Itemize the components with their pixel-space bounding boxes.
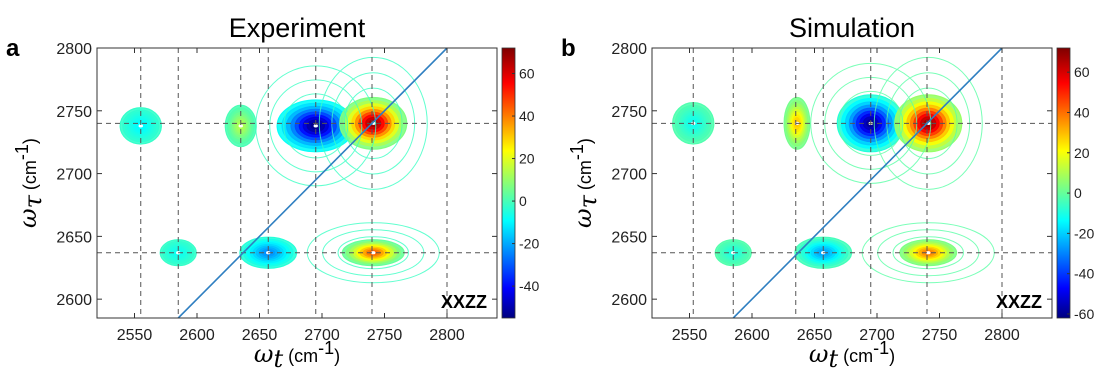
contour-line xyxy=(337,236,409,270)
colorbar-tick-label: -40 xyxy=(519,278,539,294)
polarization-tag: XXZZ xyxy=(996,292,1042,312)
x-axis-unit-close: ) xyxy=(889,346,895,366)
y-tick-label: 2700 xyxy=(56,167,92,184)
x-axis-unit-close: ) xyxy=(334,346,340,366)
peak-center xyxy=(313,124,318,128)
colorbar xyxy=(501,47,516,319)
contour-field xyxy=(97,48,497,318)
x-tick-label: 2800 xyxy=(429,327,465,344)
x-tick-label: 2750 xyxy=(922,327,958,344)
y-axis-unit-close: ) xyxy=(20,138,40,144)
x-axis-symbol: ω xyxy=(809,340,829,368)
x-axis-label: ωt (cm-1) xyxy=(809,338,895,371)
x-tick-label: 2550 xyxy=(672,327,708,344)
x-tick-label: 2550 xyxy=(117,327,153,344)
colorbar-tick-label: 20 xyxy=(1074,145,1090,161)
peak-center xyxy=(371,251,376,255)
y-axis-subscript: τ xyxy=(574,194,602,208)
y-axis-label: ωτ (cm-1) xyxy=(567,138,602,228)
x-axis-unit: (cm xyxy=(288,346,318,366)
diagonal-line xyxy=(732,48,1003,318)
colorbar-tick-label: 40 xyxy=(519,108,535,124)
colorbar xyxy=(1056,47,1071,319)
peak-center xyxy=(238,124,243,128)
y-axis-subscript: τ xyxy=(19,194,47,208)
contour-line xyxy=(318,56,428,190)
colorbar-tick-label: -60 xyxy=(1074,306,1094,322)
x-axis-label: ωt (cm-1) xyxy=(254,338,340,371)
y-axis-unit-exponent: -1 xyxy=(567,144,587,160)
colorbar-tick-label: 0 xyxy=(519,193,527,209)
x-axis-unit-exponent: -1 xyxy=(318,338,334,358)
y-tick-label: 2700 xyxy=(611,167,647,184)
y-axis-unit: (cm xyxy=(20,160,40,190)
x-tick-label: 2700 xyxy=(304,327,340,344)
dashed-guides xyxy=(97,48,497,318)
contour-line xyxy=(838,90,904,156)
panel-label: a xyxy=(6,35,20,62)
x-axis-unit: (cm xyxy=(843,346,873,366)
colorbar-tick-label: -40 xyxy=(1074,266,1094,282)
contour-line xyxy=(892,236,964,270)
y-axis-unit: (cm xyxy=(575,160,595,190)
y-tick-label: 2600 xyxy=(56,292,92,309)
contour-line xyxy=(873,56,983,190)
colorbar-tick-label: 20 xyxy=(519,151,535,167)
peak-center xyxy=(138,124,143,128)
dashed-guides xyxy=(652,48,1052,318)
y-axis-unit-exponent: -1 xyxy=(12,144,32,160)
y-tick-label: 2650 xyxy=(56,229,92,246)
x-tick-label: 2650 xyxy=(797,327,833,344)
y-axis-label: ωτ (cm-1) xyxy=(12,138,47,228)
colorbar-tick-label: 40 xyxy=(1074,104,1090,120)
x-axis-subscript: t xyxy=(273,345,283,371)
y-tick-label: 2650 xyxy=(611,229,647,246)
y-tick-label: 2600 xyxy=(611,292,647,309)
x-tick-label: 2700 xyxy=(859,327,895,344)
panel-title: Simulation xyxy=(789,13,915,43)
y-axis-symbol: ω xyxy=(569,208,597,228)
x-tick-label: 2600 xyxy=(179,327,215,344)
y-tick-label: 2750 xyxy=(611,104,647,121)
colorbar-tick-label: -20 xyxy=(1074,225,1094,241)
panel-simulation: 2550 2600 2650 2700 2750 2800 2600 2650 2700 2750… xyxy=(561,13,1094,371)
y-tick-label: 2800 xyxy=(56,41,92,58)
plot-frame xyxy=(96,47,498,319)
colorbar-tick-label: 60 xyxy=(519,66,535,82)
colorbar-tick-label: 60 xyxy=(1074,64,1090,80)
x-tick-label: 2800 xyxy=(984,327,1020,344)
x-axis-subscript: t xyxy=(828,345,838,371)
y-tick-label: 2750 xyxy=(56,104,92,121)
x-tick-label: 2600 xyxy=(734,327,770,344)
diagonal-line xyxy=(177,48,448,318)
x-tick-label: 2650 xyxy=(242,327,278,344)
peak-center xyxy=(926,251,931,255)
panel-label: b xyxy=(561,35,576,62)
y-tick-label: 2800 xyxy=(611,41,647,58)
x-axis-unit-exponent: -1 xyxy=(873,338,889,358)
panel-experiment: 2550 2600 2650 2700 2750 2800 2600 2650 2700 2750… xyxy=(6,13,539,371)
peak-4 xyxy=(119,107,162,145)
y-axis-symbol: ω xyxy=(14,208,42,228)
plot-area xyxy=(652,48,1052,318)
colorbar-tick-label: 0 xyxy=(1074,185,1082,201)
y-axis-unit-close: ) xyxy=(575,138,595,144)
contour-field xyxy=(652,48,1052,318)
x-tick-label: 2750 xyxy=(367,327,403,344)
plot-frame xyxy=(651,47,1053,319)
x-axis-symbol: ω xyxy=(254,340,274,368)
colorbar-tick-label: -20 xyxy=(519,236,539,252)
panel-title: Experiment xyxy=(229,13,366,43)
polarization-tag: XXZZ xyxy=(441,292,487,312)
